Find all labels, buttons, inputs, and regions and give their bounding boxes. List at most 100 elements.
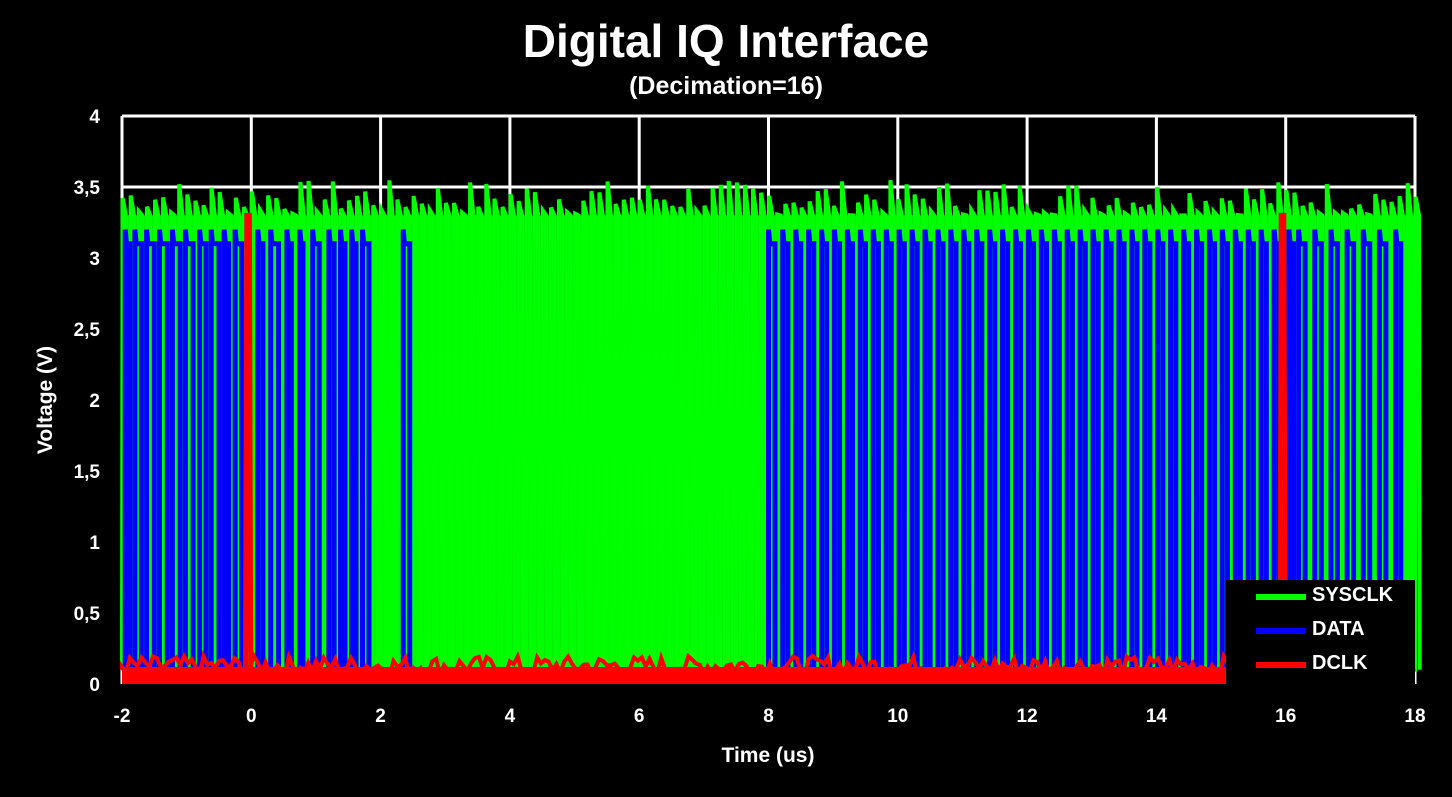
- data-pulse: [1168, 229, 1179, 670]
- data-pulse: [1077, 229, 1088, 670]
- data-pulse: [883, 229, 894, 670]
- data-pulse: [132, 229, 144, 670]
- data-pulse: [870, 229, 881, 670]
- data-pulse: [1344, 229, 1357, 670]
- x-tick-label: 16: [1275, 706, 1296, 727]
- x-tick-label: 6: [634, 706, 645, 727]
- chart-subtitle: (Decimation=16): [629, 72, 823, 100]
- x-tick-label: 12: [1017, 706, 1038, 727]
- data-pulse: [974, 229, 985, 670]
- data-pulse: [326, 229, 337, 670]
- data-pulse: [1103, 229, 1114, 670]
- data-pulse: [157, 229, 170, 670]
- data-pulse: [1219, 229, 1230, 670]
- data-pulse: [1064, 229, 1075, 670]
- legend-swatch-dclk: [1256, 662, 1306, 668]
- dclk-pulse: [1277, 212, 1288, 670]
- y-tick-label: 2,5: [74, 320, 101, 341]
- data-pulse: [806, 229, 817, 670]
- x-tick-label: 0: [246, 706, 257, 727]
- data-pulse: [1245, 229, 1256, 670]
- y-tick-label: 1: [89, 533, 100, 554]
- x-tick-label: 18: [1404, 706, 1425, 727]
- data-pulse: [1296, 229, 1308, 670]
- x-tick-labels: -2 0 2 4 6 8 10 12 14 16 18: [114, 706, 1426, 727]
- series-dclk: [120, 212, 1416, 684]
- data-pulse: [780, 229, 791, 670]
- data-pulse: [1000, 229, 1011, 670]
- data-pulse: [1206, 229, 1218, 670]
- data-pulse: [1142, 229, 1153, 670]
- data-pulse: [349, 229, 359, 670]
- data-pulse: [819, 229, 830, 670]
- y-tick-label: 2: [89, 391, 100, 412]
- data-pulse: [255, 229, 266, 670]
- data-pulse: [1393, 229, 1404, 670]
- data-pulse: [1025, 229, 1037, 670]
- data-pulse: [1258, 229, 1269, 670]
- data-pulse: [169, 229, 183, 670]
- data-pulse: [208, 229, 222, 670]
- x-tick-label: -2: [114, 706, 131, 727]
- data-pulse: [766, 229, 778, 670]
- series-data: [122, 229, 1404, 670]
- y-tick-label: 3,5: [74, 178, 101, 199]
- legend-swatch-data: [1256, 628, 1306, 634]
- data-pulse: [268, 229, 281, 670]
- legend-swatch-sysclk: [1256, 594, 1306, 600]
- data-pulse: [1038, 229, 1049, 670]
- legend-label-data: DATA: [1312, 618, 1365, 640]
- x-tick-label: 10: [887, 706, 908, 727]
- x-axis-label: Time (us): [722, 744, 815, 767]
- data-pulse: [310, 229, 322, 670]
- data-pulse: [1286, 229, 1296, 670]
- dclk-pulse: [243, 212, 254, 670]
- legend-label-sysclk: SYSCLK: [1312, 584, 1394, 606]
- data-pulse: [1194, 229, 1205, 670]
- y-tick-label: 1,5: [74, 462, 101, 483]
- data-pulse: [857, 229, 868, 670]
- data-pulse: [182, 229, 196, 670]
- chart-title: Digital IQ Interface: [522, 15, 930, 67]
- data-pulse: [144, 229, 157, 670]
- data-pulse: [1181, 229, 1192, 670]
- y-tick-labels: 0 0,5 1 1,5 2 2,5 3 3,5 4: [74, 107, 101, 696]
- data-pulse: [1376, 229, 1389, 670]
- legend-item-sysclk: SYSCLK: [1226, 580, 1415, 614]
- y-tick-label: 0,5: [74, 604, 101, 625]
- data-pulse: [948, 229, 959, 670]
- data-pulse: [360, 229, 372, 670]
- data-pulse: [197, 229, 209, 670]
- data-pulse: [338, 229, 348, 670]
- data-pulse: [909, 229, 920, 670]
- data-pulse: [122, 229, 133, 670]
- data-pulse: [896, 229, 907, 670]
- y-tick-label: 3: [89, 249, 100, 270]
- x-tick-label: 8: [763, 706, 774, 727]
- data-pulse: [1155, 229, 1166, 670]
- data-pulse: [1312, 229, 1324, 670]
- x-tick-label: 2: [375, 706, 386, 727]
- dclk-baseline-fill: [122, 666, 1415, 684]
- data-pulse: [1051, 229, 1062, 670]
- data-pulse: [1328, 229, 1340, 670]
- data-pulse: [1232, 229, 1243, 670]
- y-tick-label: 0: [89, 675, 100, 696]
- data-pulse: [284, 229, 294, 670]
- y-axis-label: Voltage (V): [34, 346, 57, 454]
- data-pulse: [831, 229, 843, 670]
- legend: SYSCLK DATA DCLK: [1226, 580, 1415, 684]
- data-pulse: [1360, 229, 1373, 670]
- data-pulse: [844, 229, 855, 670]
- data-pulse: [987, 229, 998, 670]
- data-pulse: [793, 229, 804, 670]
- legend-item-data: DATA: [1226, 614, 1415, 648]
- data-pulse: [1129, 229, 1140, 670]
- data-pulse: [935, 229, 946, 670]
- data-pulse: [1013, 229, 1024, 670]
- data-pulse: [221, 229, 232, 670]
- data-pulse: [961, 229, 972, 670]
- y-tick-label: 4: [89, 107, 100, 128]
- x-tick-label: 4: [505, 706, 516, 727]
